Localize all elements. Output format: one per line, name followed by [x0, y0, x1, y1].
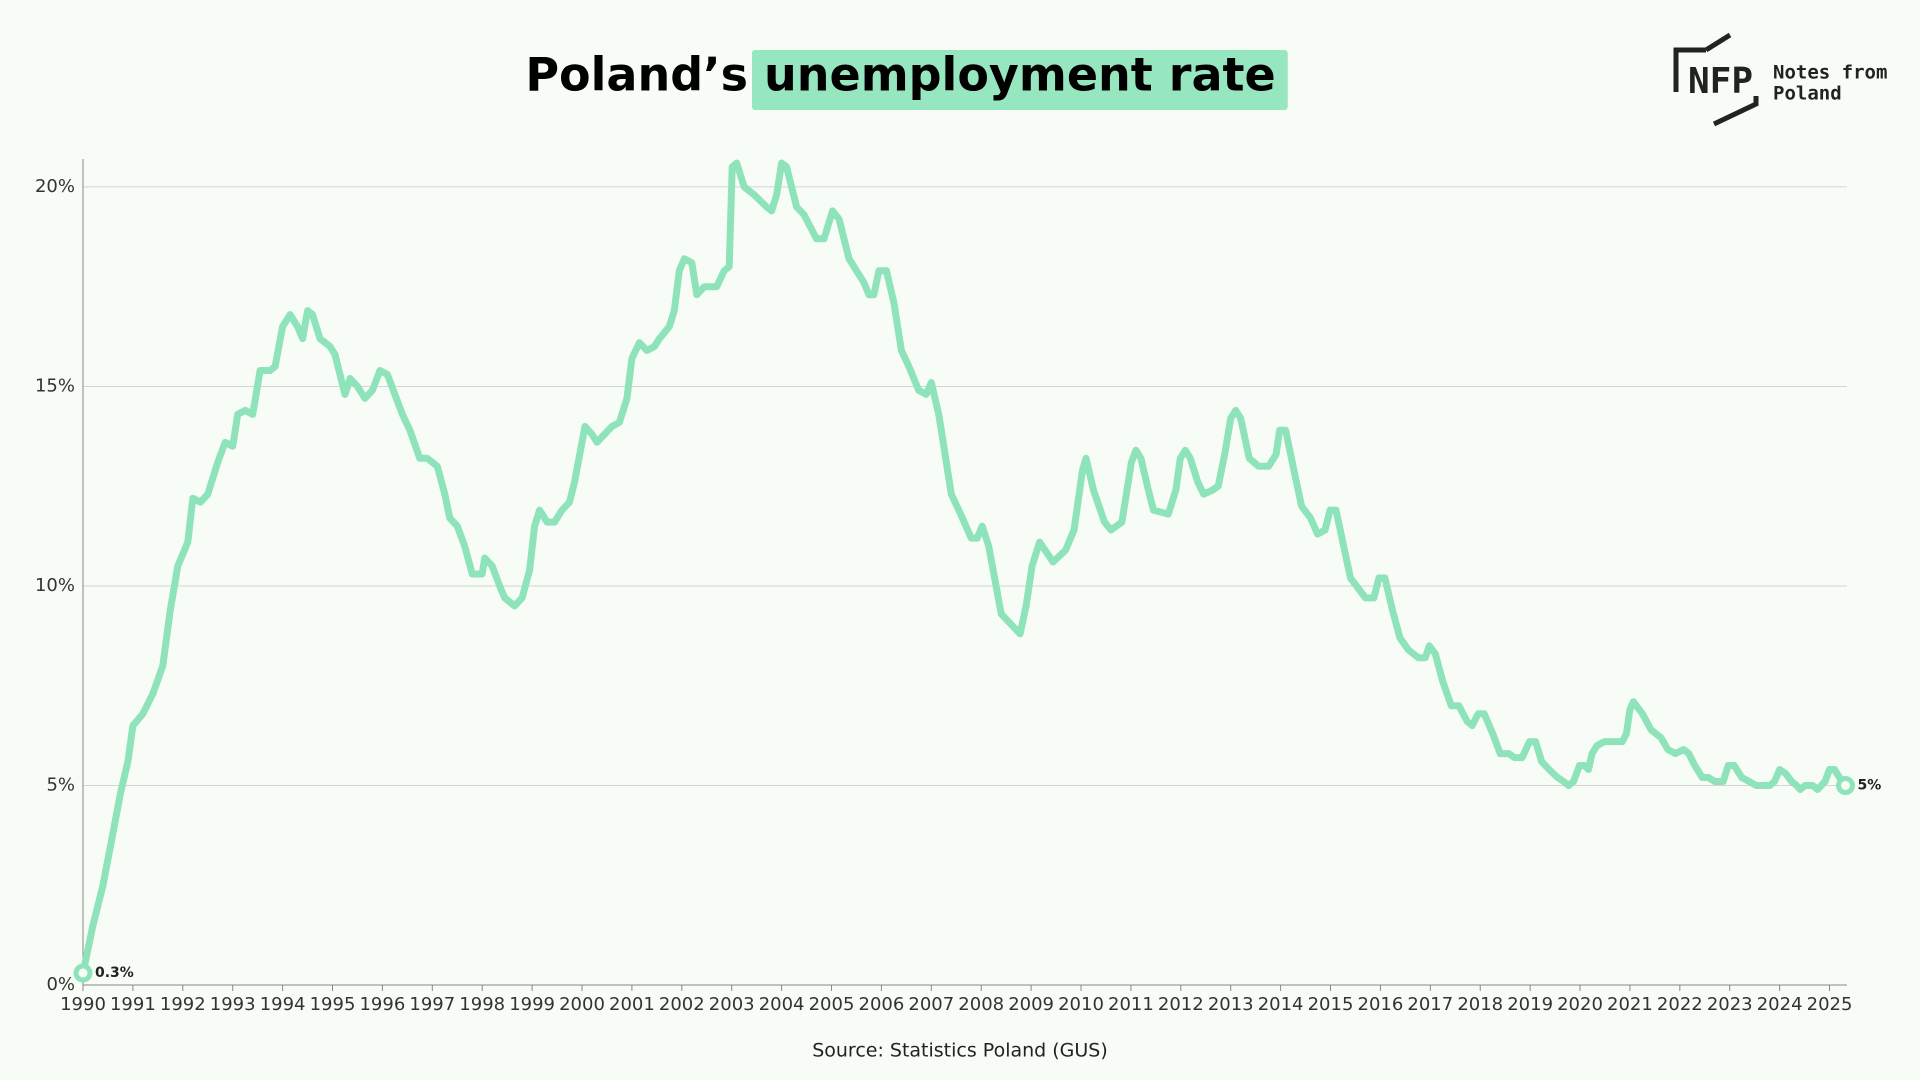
x-tick-label: 2019: [1507, 994, 1553, 1015]
x-tick-label: 2009: [1008, 994, 1054, 1015]
logo-text: Poland: [1773, 83, 1842, 105]
x-tick-label: 2015: [1308, 994, 1354, 1015]
x-tick-label: 2018: [1457, 994, 1503, 1015]
x-tick-label: 2002: [659, 994, 705, 1015]
x-tick-label: 1998: [459, 994, 505, 1015]
end-marker: [1836, 775, 1856, 795]
y-tick-label: 20%: [35, 176, 75, 197]
logo-frame: [1673, 32, 1732, 92]
x-tick-label: 1999: [509, 994, 555, 1015]
logo-frame: [1712, 96, 1759, 127]
x-tick-label: 2008: [958, 994, 1004, 1015]
x-tick-label: 2010: [1058, 994, 1104, 1015]
data-label: 5%: [1858, 777, 1882, 793]
end-marker: [73, 963, 93, 983]
x-tick-label: 2024: [1757, 994, 1803, 1015]
x-tick-label: 2003: [709, 994, 755, 1015]
x-tick-label: 1992: [160, 994, 206, 1015]
x-tick-label: 2016: [1358, 994, 1404, 1015]
x-tick-label: 2012: [1158, 994, 1204, 1015]
x-tick-label: 2006: [859, 994, 905, 1015]
logo: NFP Notes from Poland: [1673, 32, 1887, 127]
chart-title: Poland’s: [525, 48, 748, 102]
x-tick-label: 2023: [1707, 994, 1753, 1015]
x-tick-label: 2025: [1807, 994, 1853, 1015]
x-tick-label: 1993: [210, 994, 256, 1015]
x-tick-label: 1990: [60, 994, 106, 1015]
y-tick-label: 0%: [46, 974, 75, 995]
x-tick-label: 2017: [1407, 994, 1453, 1015]
title-highlight: [752, 50, 1288, 110]
x-tick-label: 2014: [1258, 994, 1304, 1015]
x-tick-label: 2000: [559, 994, 605, 1015]
x-tick-label: 2013: [1208, 994, 1254, 1015]
x-tick-label: 1997: [409, 994, 455, 1015]
chart-title-highlight: unemployment rate: [764, 48, 1276, 102]
y-tick-label: 5%: [46, 774, 75, 795]
x-tick-label: 2004: [759, 994, 805, 1015]
y-tick-label: 10%: [35, 575, 75, 596]
x-tick-label: 1995: [310, 994, 356, 1015]
x-tick-label: 1996: [359, 994, 405, 1015]
x-tick-label: 2005: [809, 994, 855, 1015]
x-tick-label: 2022: [1657, 994, 1703, 1015]
x-tick-label: 1991: [110, 994, 156, 1015]
source: Source: Statistics Poland (GUS): [812, 1040, 1108, 1062]
x-tick-label: 2021: [1607, 994, 1653, 1015]
x-tick-label: 2007: [908, 994, 954, 1015]
x-tick-label: 1994: [260, 994, 306, 1015]
x-tick-label: 2020: [1557, 994, 1603, 1015]
logo-text: Notes from: [1773, 62, 1887, 84]
line: [79, 159, 1849, 977]
logo-mark: NFP: [1688, 61, 1753, 102]
y-tick-label: 15%: [35, 375, 75, 396]
data-label: 0.3%: [95, 965, 134, 981]
x-tick-label: 2001: [609, 994, 655, 1015]
x-tick-label: 2011: [1108, 994, 1154, 1015]
